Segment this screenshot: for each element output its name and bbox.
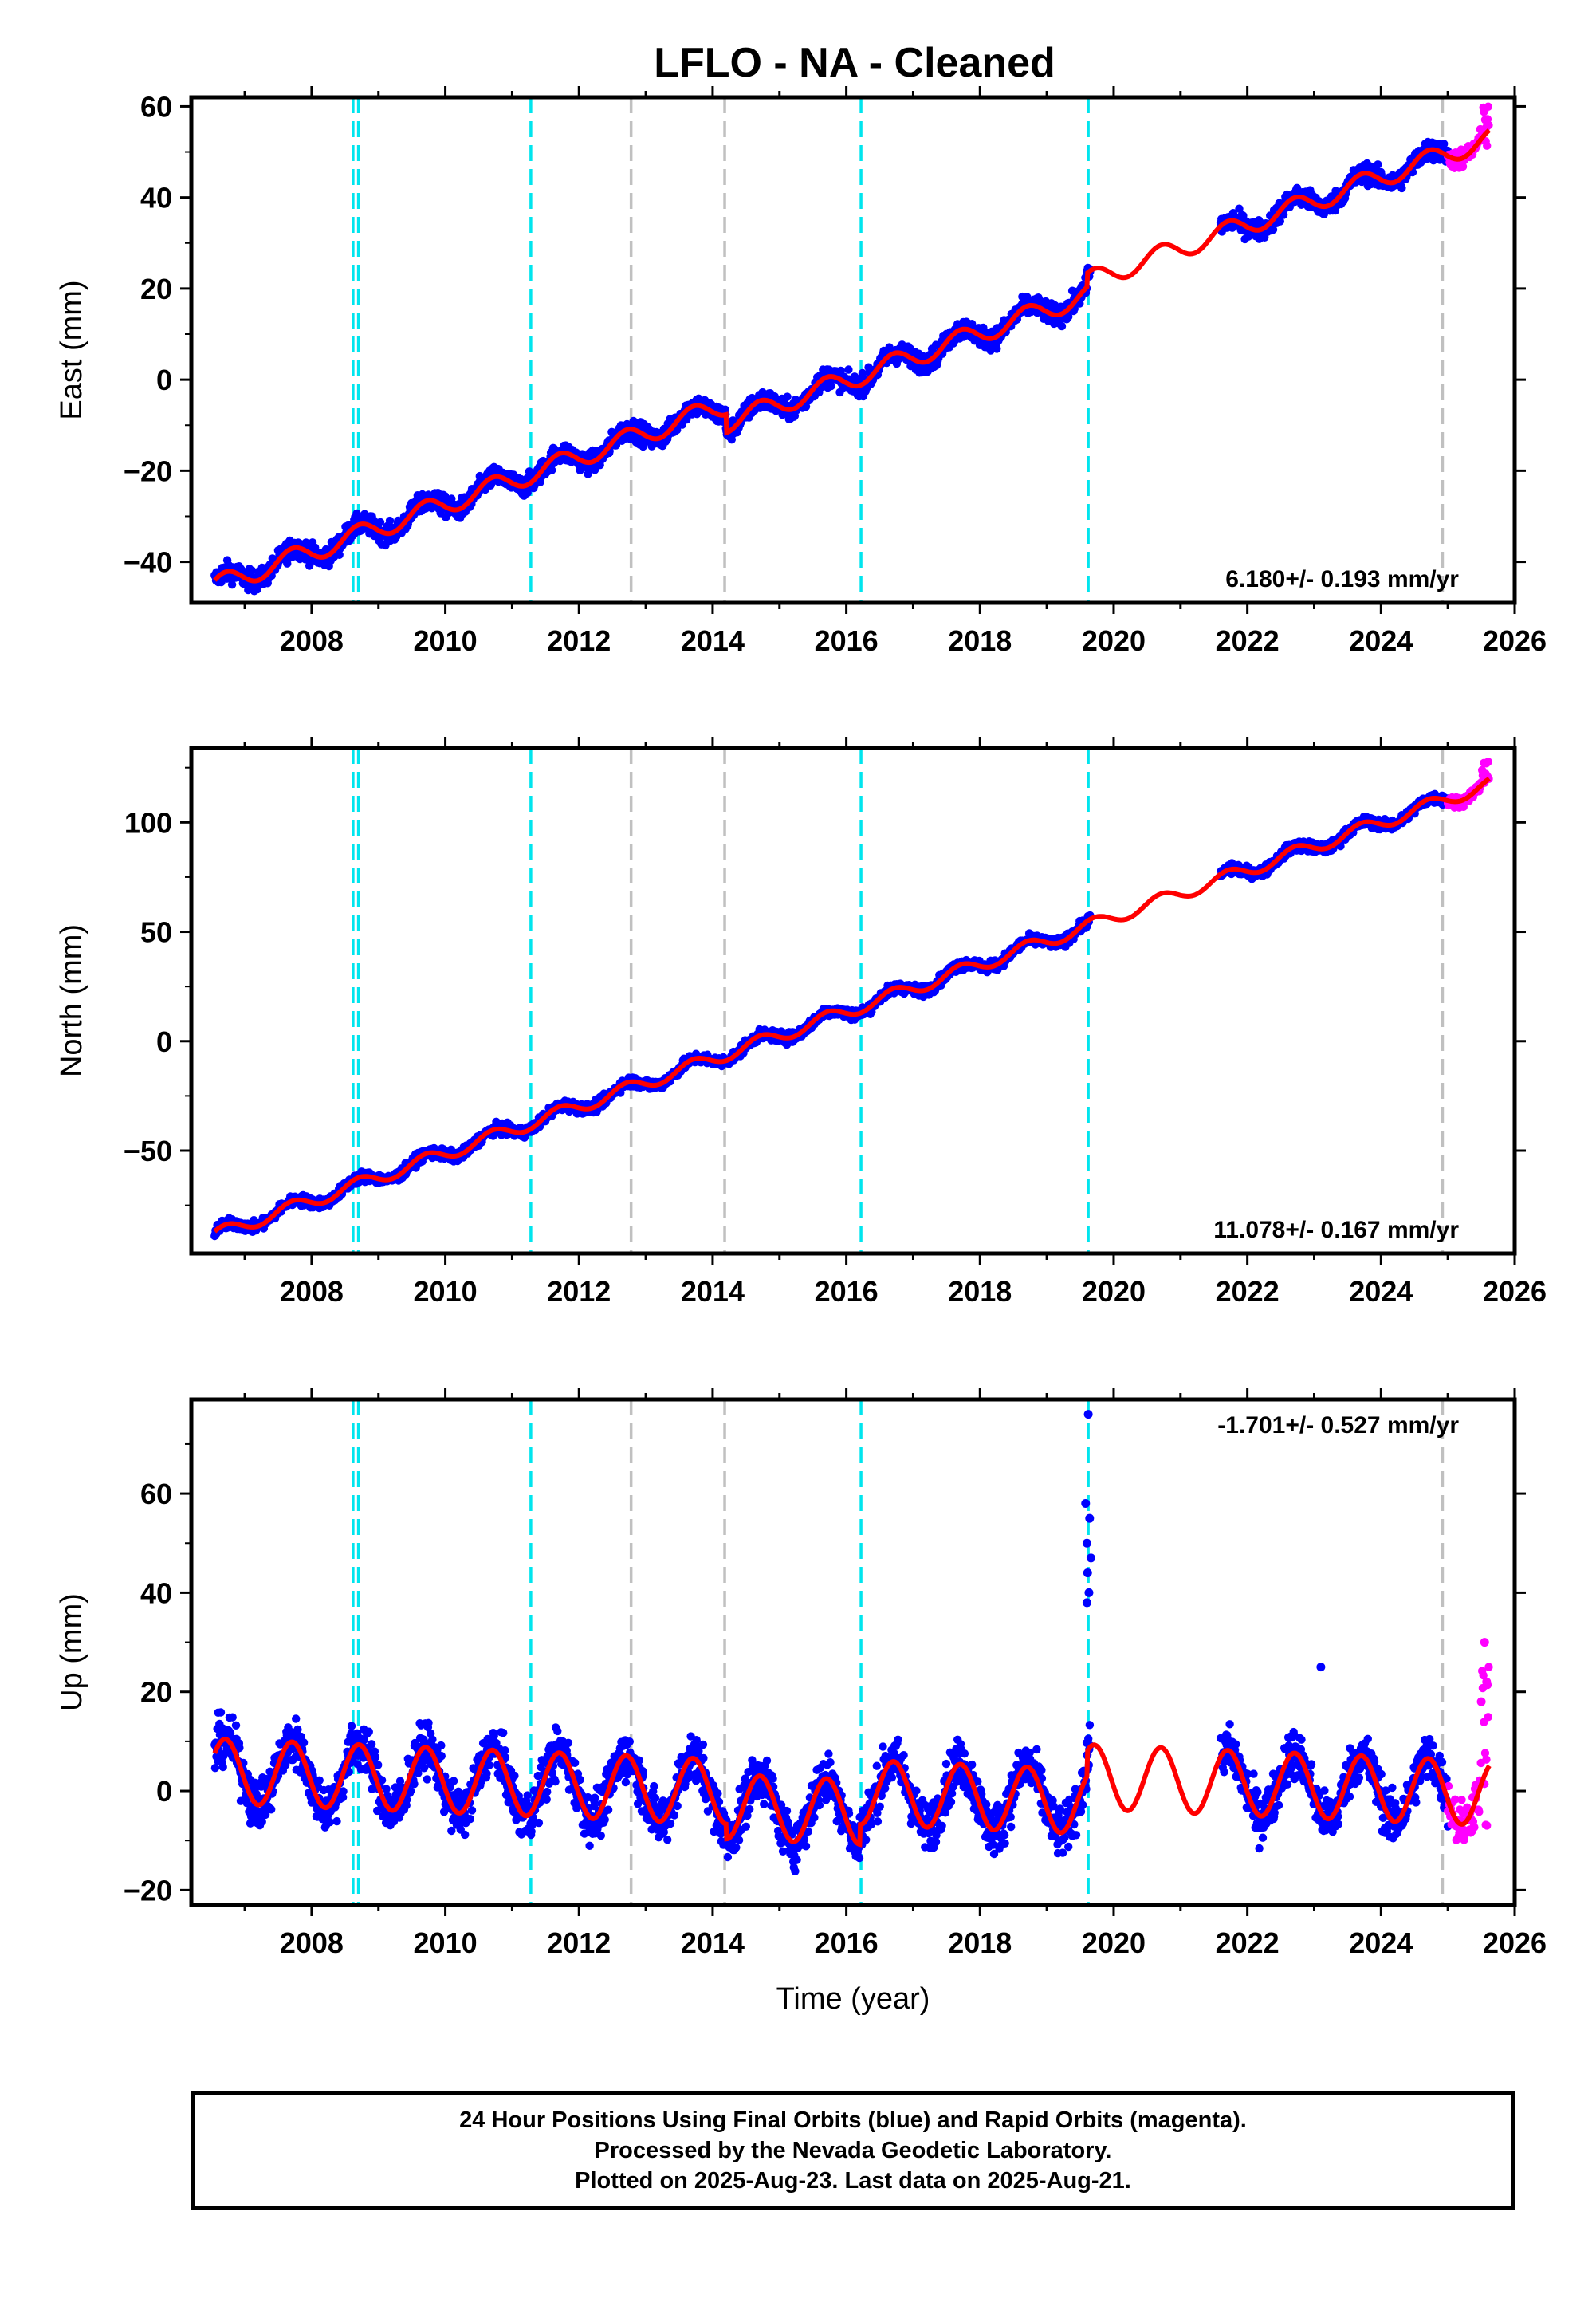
y-tick-label: −40 — [124, 546, 172, 579]
data-point — [1397, 183, 1406, 193]
data-point — [523, 488, 532, 498]
x-tick-label: 2008 — [280, 624, 344, 657]
y-axis-label: East (mm) — [55, 280, 88, 419]
y-tick-label: 40 — [140, 182, 172, 214]
data-point — [283, 559, 292, 568]
data-point — [375, 518, 385, 527]
rapid-point — [1484, 120, 1493, 130]
panels: −40 −20 0 20 40 60 2008 2010 2012 2014 2016 2018 202… — [55, 86, 1547, 2016]
x-tick-label: 2016 — [815, 624, 879, 657]
data-point — [1064, 313, 1073, 321]
x-tick-label: 2024 — [1349, 624, 1413, 657]
data-point — [1276, 217, 1285, 226]
data-point — [352, 509, 361, 518]
x-tick-label: 2022 — [1216, 624, 1280, 657]
data-point — [1235, 204, 1244, 213]
x-tick-label: 2020 — [1082, 624, 1146, 657]
x-tick-label: 2018 — [948, 624, 1012, 657]
data-point — [1374, 160, 1382, 169]
rapid-point — [1458, 162, 1468, 171]
y-tick-label: −20 — [124, 455, 172, 487]
plot-title: LFLO - NA - Cleaned — [654, 40, 1055, 86]
panel-east: −40 −20 0 20 40 60 2008 2010 2012 2014 2016 2018 202… — [55, 86, 1547, 657]
rate-annotation: 6.180+/- 0.193 mm/yr — [1225, 566, 1459, 592]
data-point — [1268, 225, 1278, 234]
x-tick-label: 2026 — [1483, 624, 1547, 657]
data-point — [1057, 321, 1067, 331]
data-point — [616, 1088, 625, 1097]
data-point — [783, 392, 792, 401]
rapid-point — [1483, 141, 1492, 150]
data-point — [844, 365, 853, 374]
data-point — [858, 368, 867, 378]
data-point — [227, 580, 237, 589]
data-point — [548, 466, 556, 474]
plot-area-north — [210, 748, 1493, 1253]
model-curve-east — [213, 128, 1492, 584]
x-tick-label: 2014 — [681, 624, 745, 657]
plot-frame — [189, 95, 1517, 605]
x-tick-label: 2012 — [547, 624, 611, 657]
series-final-orbits-east — [210, 137, 1453, 596]
data-point — [591, 466, 599, 474]
y-tick-label: 20 — [140, 273, 172, 305]
data-point — [248, 566, 257, 575]
rapid-point — [1484, 102, 1492, 111]
data-point — [1440, 140, 1449, 148]
data-point — [827, 381, 835, 391]
y-tick-label: 0 — [156, 364, 172, 396]
x-tick-label: 2010 — [414, 624, 478, 657]
data-point — [993, 344, 1001, 353]
y-tick-label: 60 — [140, 90, 172, 123]
data-point — [335, 550, 344, 559]
series-final-orbits-north — [210, 789, 1453, 1241]
plot-area-east — [210, 97, 1493, 603]
data-point — [385, 516, 395, 525]
